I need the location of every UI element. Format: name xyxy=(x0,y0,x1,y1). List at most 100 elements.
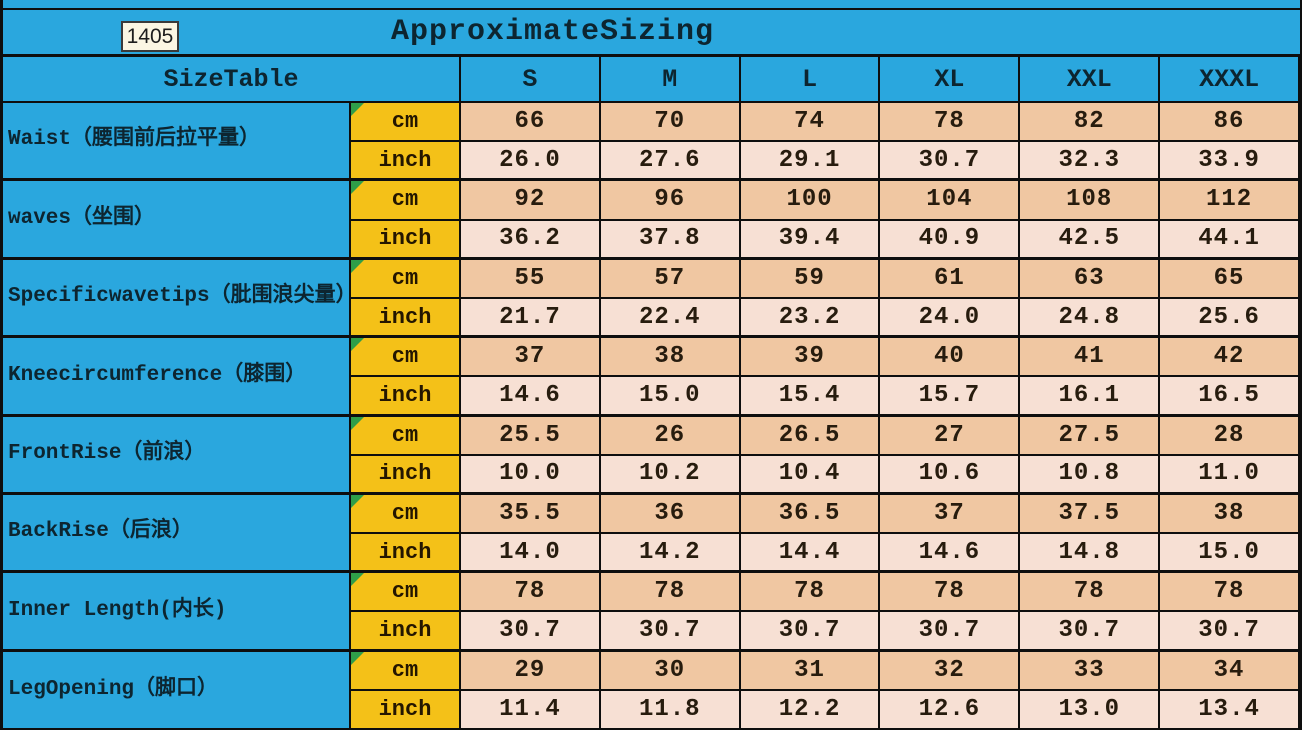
unit-cell-cm: cm xyxy=(351,103,461,143)
row-label: Waist（腰围前后拉平量） xyxy=(3,103,351,182)
value-cell: 16.1 xyxy=(1020,377,1161,417)
value-cell: 36.2 xyxy=(461,220,601,260)
value-cell: 78 xyxy=(1160,573,1300,613)
unit-label-cm: cm xyxy=(391,657,419,683)
value-cell: 65 xyxy=(1160,259,1300,299)
unit-cell-inch: inch xyxy=(351,220,461,260)
unit-cell-inch: inch xyxy=(351,377,461,417)
size-table: SizeTable S M L XL XXL XXXL Waist（腰围前后拉平量） cm 66 7… xyxy=(3,57,1300,730)
value-cell: 42.5 xyxy=(1020,220,1161,260)
value-cell: 27.5 xyxy=(1020,416,1161,456)
comment-triangle-icon xyxy=(351,651,364,665)
value-cell: 14.0 xyxy=(461,534,601,574)
value-cell: 14.2 xyxy=(600,534,741,574)
value-cell: 86 xyxy=(1160,103,1300,143)
unit-label-inch: inch xyxy=(378,304,432,330)
size-table-header-label: SizeTable xyxy=(3,57,461,103)
row-label: FrontRise（前浪） xyxy=(3,416,351,495)
comment-triangle-icon xyxy=(351,416,364,430)
value-cell: 15.7 xyxy=(880,377,1021,417)
value-cell: 37.5 xyxy=(1020,494,1161,535)
value-cell: 63 xyxy=(1020,259,1161,299)
value-cell: 25.5 xyxy=(461,416,601,456)
comment-triangle-icon xyxy=(351,338,364,352)
value-cell: 26.0 xyxy=(461,142,601,182)
value-cell: 16.5 xyxy=(1160,377,1300,417)
value-cell: 22.4 xyxy=(600,298,741,339)
value-cell: 39 xyxy=(740,338,881,378)
value-cell: 104 xyxy=(880,181,1021,221)
value-cell: 78 xyxy=(461,573,601,613)
value-cell: 66 xyxy=(461,103,601,143)
value-cell: 30.7 xyxy=(1160,612,1300,652)
value-cell: 78 xyxy=(740,573,881,613)
value-cell: 96 xyxy=(600,181,741,221)
column-header-xxl: XXL xyxy=(1020,57,1161,103)
page-title: ApproximateSizing xyxy=(391,15,715,49)
unit-cell-cm: cm xyxy=(351,338,461,378)
value-cell: 36 xyxy=(600,494,741,535)
value-cell: 35.5 xyxy=(461,494,601,535)
row-label: BackRise（后浪） xyxy=(3,494,351,574)
value-cell: 33 xyxy=(1020,651,1161,691)
value-cell: 70 xyxy=(600,103,741,143)
value-cell: 59 xyxy=(740,259,881,299)
value-cell: 10.2 xyxy=(600,455,741,495)
value-cell: 30.7 xyxy=(600,612,741,652)
value-cell: 41 xyxy=(1020,338,1161,378)
value-cell: 74 xyxy=(740,103,881,143)
unit-cell-inch: inch xyxy=(351,455,461,495)
unit-label-cm: cm xyxy=(391,265,419,291)
unit-label-cm: cm xyxy=(391,500,419,526)
value-cell: 10.4 xyxy=(740,455,881,495)
unit-cell-cm: cm xyxy=(351,494,461,535)
value-cell: 14.8 xyxy=(1020,534,1161,574)
value-cell: 11.4 xyxy=(461,690,601,730)
value-cell: 26.5 xyxy=(740,416,881,456)
column-header-xxxl: XXXL xyxy=(1160,57,1300,103)
value-cell: 30.7 xyxy=(880,142,1021,182)
unit-label-inch: inch xyxy=(378,696,432,722)
column-header-s: S xyxy=(461,57,601,103)
value-cell: 24.0 xyxy=(880,298,1021,339)
value-cell: 30.7 xyxy=(461,612,601,652)
value-cell: 78 xyxy=(880,103,1021,143)
unit-cell-cm: cm xyxy=(351,416,461,456)
value-cell: 39.4 xyxy=(740,220,881,260)
row-label: Kneecircumference（膝围） xyxy=(3,338,351,417)
value-cell: 82 xyxy=(1020,103,1161,143)
value-cell: 27 xyxy=(880,416,1021,456)
unit-label-inch: inch xyxy=(378,147,432,173)
row-label: LegOpening（脚口） xyxy=(3,651,351,730)
unit-label-inch: inch xyxy=(378,382,432,408)
title-bar: 1405 ApproximateSizing xyxy=(3,0,1300,57)
value-cell: 12.2 xyxy=(740,690,881,730)
value-cell: 33.9 xyxy=(1160,142,1300,182)
value-cell: 14.6 xyxy=(461,377,601,417)
value-cell: 30.7 xyxy=(880,612,1021,652)
value-cell: 38 xyxy=(600,338,741,378)
value-cell: 37.8 xyxy=(600,220,741,260)
value-cell: 21.7 xyxy=(461,298,601,339)
column-header-xl: XL xyxy=(880,57,1021,103)
value-cell: 78 xyxy=(600,573,741,613)
comment-triangle-icon xyxy=(351,103,364,116)
value-cell: 13.4 xyxy=(1160,690,1300,730)
value-cell: 108 xyxy=(1020,181,1161,221)
unit-label-cm: cm xyxy=(391,344,419,370)
value-cell: 37 xyxy=(461,338,601,378)
comment-triangle-icon xyxy=(351,259,364,273)
value-cell: 28 xyxy=(1160,416,1300,456)
value-cell: 14.4 xyxy=(740,534,881,574)
value-cell: 92 xyxy=(461,181,601,221)
value-cell: 26 xyxy=(600,416,741,456)
comment-triangle-icon xyxy=(351,573,364,587)
model-number: 1405 xyxy=(126,24,174,48)
unit-label-inch: inch xyxy=(378,539,432,565)
value-cell: 57 xyxy=(600,259,741,299)
row-label: waves（坐围） xyxy=(3,181,351,260)
value-cell: 25.6 xyxy=(1160,298,1300,339)
value-cell: 31 xyxy=(740,651,881,691)
unit-cell-inch: inch xyxy=(351,612,461,652)
